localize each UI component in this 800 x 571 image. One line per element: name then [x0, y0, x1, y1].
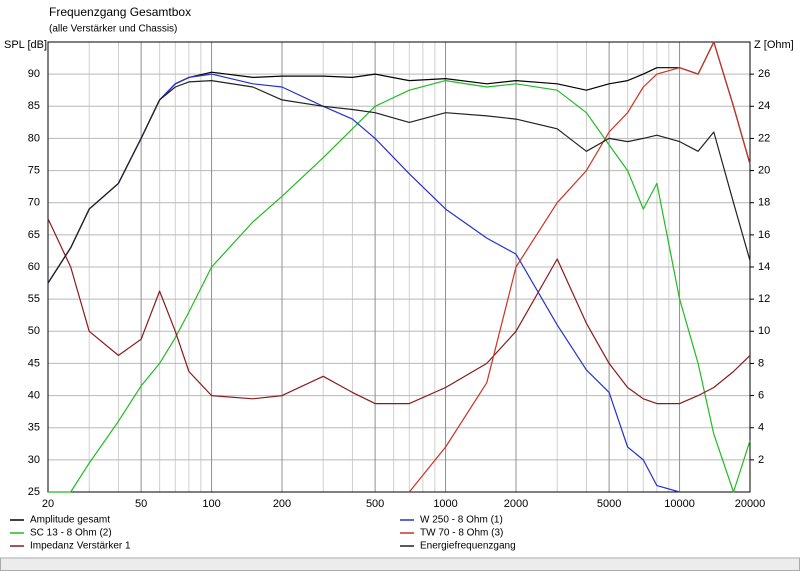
y2-tick-label: 22	[758, 132, 770, 144]
y2-tick-label: 2	[758, 454, 764, 466]
legend-label: Energiefrequenzgang	[420, 541, 516, 552]
x-tick-label: 500	[366, 498, 384, 510]
y-tick-label: 55	[28, 293, 40, 305]
x-tick-label: 200	[273, 498, 291, 510]
y-tick-label: 35	[28, 422, 40, 434]
y2-tick-label: 24	[758, 100, 770, 112]
y-tick-label: 50	[28, 325, 40, 337]
y-tick-label: 45	[28, 357, 40, 369]
x-tick-label: 20000	[735, 498, 766, 510]
y-tick-label: 30	[28, 454, 40, 466]
legend-label: W 250 - 8 Ohm (1)	[420, 515, 503, 526]
y-tick-label: 90	[28, 68, 40, 80]
chart-subtitle: (alle Verstärker und Chassis)	[49, 24, 177, 35]
y-axis-label: SPL [dB]	[4, 39, 47, 51]
y-tick-label: 85	[28, 100, 40, 112]
y-tick-label: 60	[28, 261, 40, 273]
y-tick-label: 80	[28, 132, 40, 144]
series-line	[48, 80, 751, 493]
y2-tick-label: 14	[758, 261, 770, 273]
y2-tick-label: 12	[758, 293, 770, 305]
x-tick-label: 50	[135, 498, 147, 510]
legend-label: Amplitude gesamt	[30, 515, 110, 526]
y2-tick-label: 18	[758, 197, 770, 209]
legend-label: Impedanz Verstärker 1	[30, 541, 131, 552]
series-line	[408, 41, 751, 493]
y2-tick-label: 10	[758, 325, 770, 337]
x-tick-label: 10000	[664, 498, 695, 510]
chart-title: Frequenzgang Gesamtbox	[49, 5, 191, 19]
x-tick-label: 1000	[433, 498, 457, 510]
x-tick-label: 100	[202, 498, 220, 510]
plot-frame	[47, 41, 751, 493]
y2-tick-label: 8	[758, 357, 764, 369]
y2-tick-label: 26	[758, 68, 770, 80]
y2-tick-label: 20	[758, 164, 770, 176]
y-tick-label: 70	[28, 197, 40, 209]
legend-label: TW 70 - 8 Ohm (3)	[420, 528, 503, 539]
x-tick-label: 2000	[504, 498, 528, 510]
y2-tick-label: 6	[758, 389, 764, 401]
y2-tick-label: 16	[758, 229, 770, 241]
y-tick-label: 75	[28, 164, 40, 176]
series-line	[47, 80, 751, 284]
y-tick-label: 65	[28, 229, 40, 241]
status-bar	[0, 557, 800, 571]
x-tick-label: 5000	[597, 498, 621, 510]
y2-axis-label: Z [Ohm]	[754, 39, 794, 51]
series-line	[47, 218, 751, 405]
legend-label: SC 13 - 8 Ohm (2)	[30, 528, 112, 539]
y-tick-label: 25	[28, 486, 40, 498]
y2-tick-label: 4	[758, 422, 764, 434]
y-tick-label: 40	[28, 389, 40, 401]
x-tick-label: 20	[42, 498, 54, 510]
